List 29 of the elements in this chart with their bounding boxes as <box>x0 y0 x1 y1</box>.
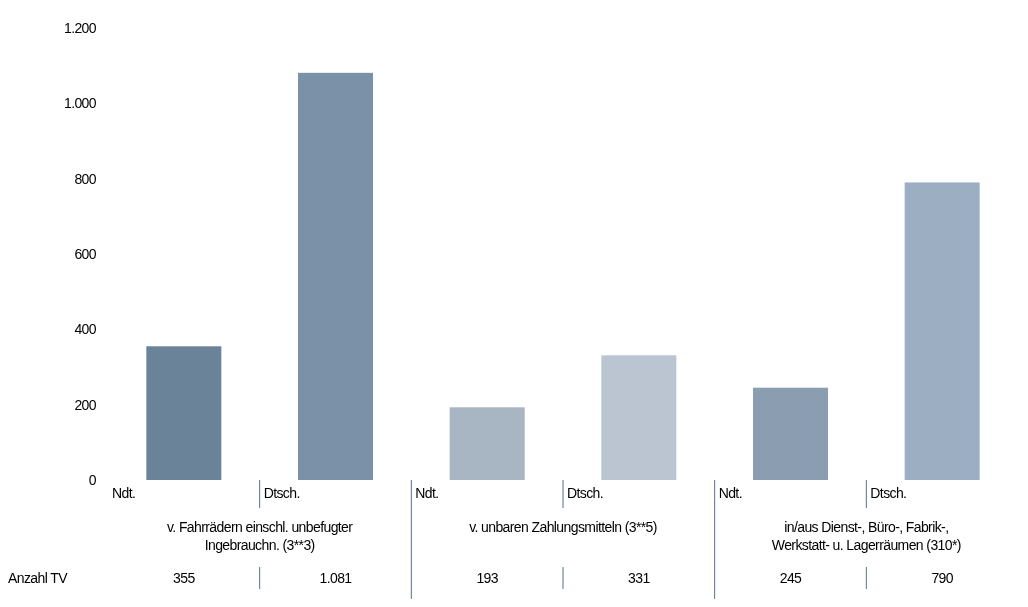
bar <box>601 355 677 480</box>
x-tick-label: Dtsch. <box>567 485 604 501</box>
x-tick-label: Ndt. <box>718 485 742 501</box>
text: in/aus Dienst-, Büro-, Fabrik-, Werkstatt- u. Lagerräumen (310*) <box>771 519 961 553</box>
y-tick-label: 400 <box>74 321 97 338</box>
y-tick-label: 600 <box>74 245 97 262</box>
y-tick-label: 1.200 <box>63 19 97 36</box>
x-tick-label: Dtsch. <box>870 485 907 501</box>
data-label: 790 <box>931 570 954 586</box>
data-label: 1.081 <box>319 570 353 586</box>
bar <box>753 387 828 480</box>
y-tick-label: 200 <box>74 396 97 413</box>
text: Anzahl TV <box>8 570 69 586</box>
data-label: 193 <box>476 570 499 586</box>
bar <box>298 72 373 480</box>
bar <box>146 346 222 480</box>
x-tick-label: Ndt. <box>415 485 439 501</box>
data-label: 245 <box>779 570 803 586</box>
data-label: 331 <box>628 570 651 586</box>
text: v. Fahrrädern einschl. unbefugter Ingebrauchn. (3**3) <box>166 519 354 553</box>
x-tick-label: Ndt. <box>112 485 136 501</box>
y-tick-label: 0 <box>88 471 97 488</box>
y-tick-label: 800 <box>74 170 97 187</box>
data-label: 355 <box>173 570 196 586</box>
bar <box>904 182 980 480</box>
y-tick-label: 1.000 <box>63 95 97 112</box>
bar <box>449 407 525 480</box>
x-tick-label: Dtsch. <box>263 485 300 501</box>
text: v. unbaren Zahlungsmitteln (3**5) <box>469 519 657 535</box>
